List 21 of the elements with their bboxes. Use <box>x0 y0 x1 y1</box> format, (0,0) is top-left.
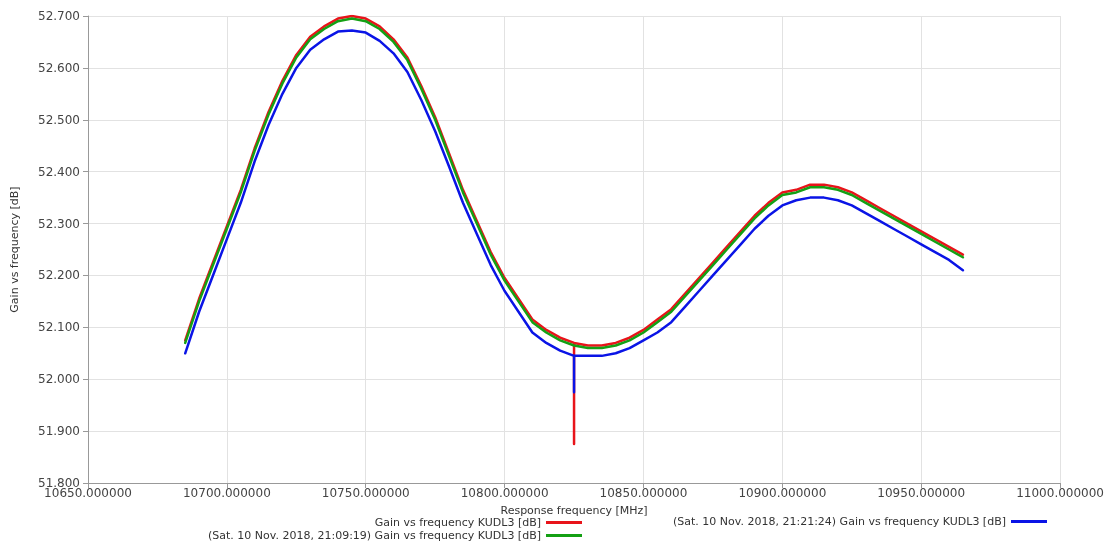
x-tick-label: 10800.000000 <box>460 486 549 500</box>
y-tick-label: 52.500 <box>38 112 80 127</box>
x-tick-label: 10850.000000 <box>599 486 688 500</box>
x-tick-label: 10900.000000 <box>738 486 827 500</box>
y-tick-label: 52.100 <box>38 320 80 335</box>
legend-label: (Sat. 10 Nov. 2018, 21:21:24) Gain vs frequency KUDL3 [dB] <box>673 515 1006 528</box>
x-axis-title: Response frequency [MHz] <box>500 504 648 517</box>
y-tick-label: 52.300 <box>38 216 80 231</box>
x-tick-label: 10750.000000 <box>321 486 410 500</box>
x-tick-label: 10950.000000 <box>877 486 966 500</box>
y-tick-label: 52.700 <box>38 9 80 23</box>
y-tick-label: 51.900 <box>38 424 80 439</box>
y-tick-label: 52.200 <box>38 268 80 283</box>
x-tick-label: 11000.000000 <box>1016 486 1104 500</box>
y-tick-label: 52.000 <box>38 372 80 387</box>
y-tick-label: 52.400 <box>38 164 80 179</box>
legend-label: Gain vs frequency KUDL3 [dB] <box>374 516 541 529</box>
legend-label: (Sat. 10 Nov. 2018, 21:09:19) Gain vs frequency KUDL3 [dB] <box>208 529 541 542</box>
y-tick-label: 52.600 <box>38 60 80 75</box>
y-axis-title: Gain vs frequency [dB] <box>8 186 21 313</box>
x-tick-label: 10700.000000 <box>182 486 271 500</box>
